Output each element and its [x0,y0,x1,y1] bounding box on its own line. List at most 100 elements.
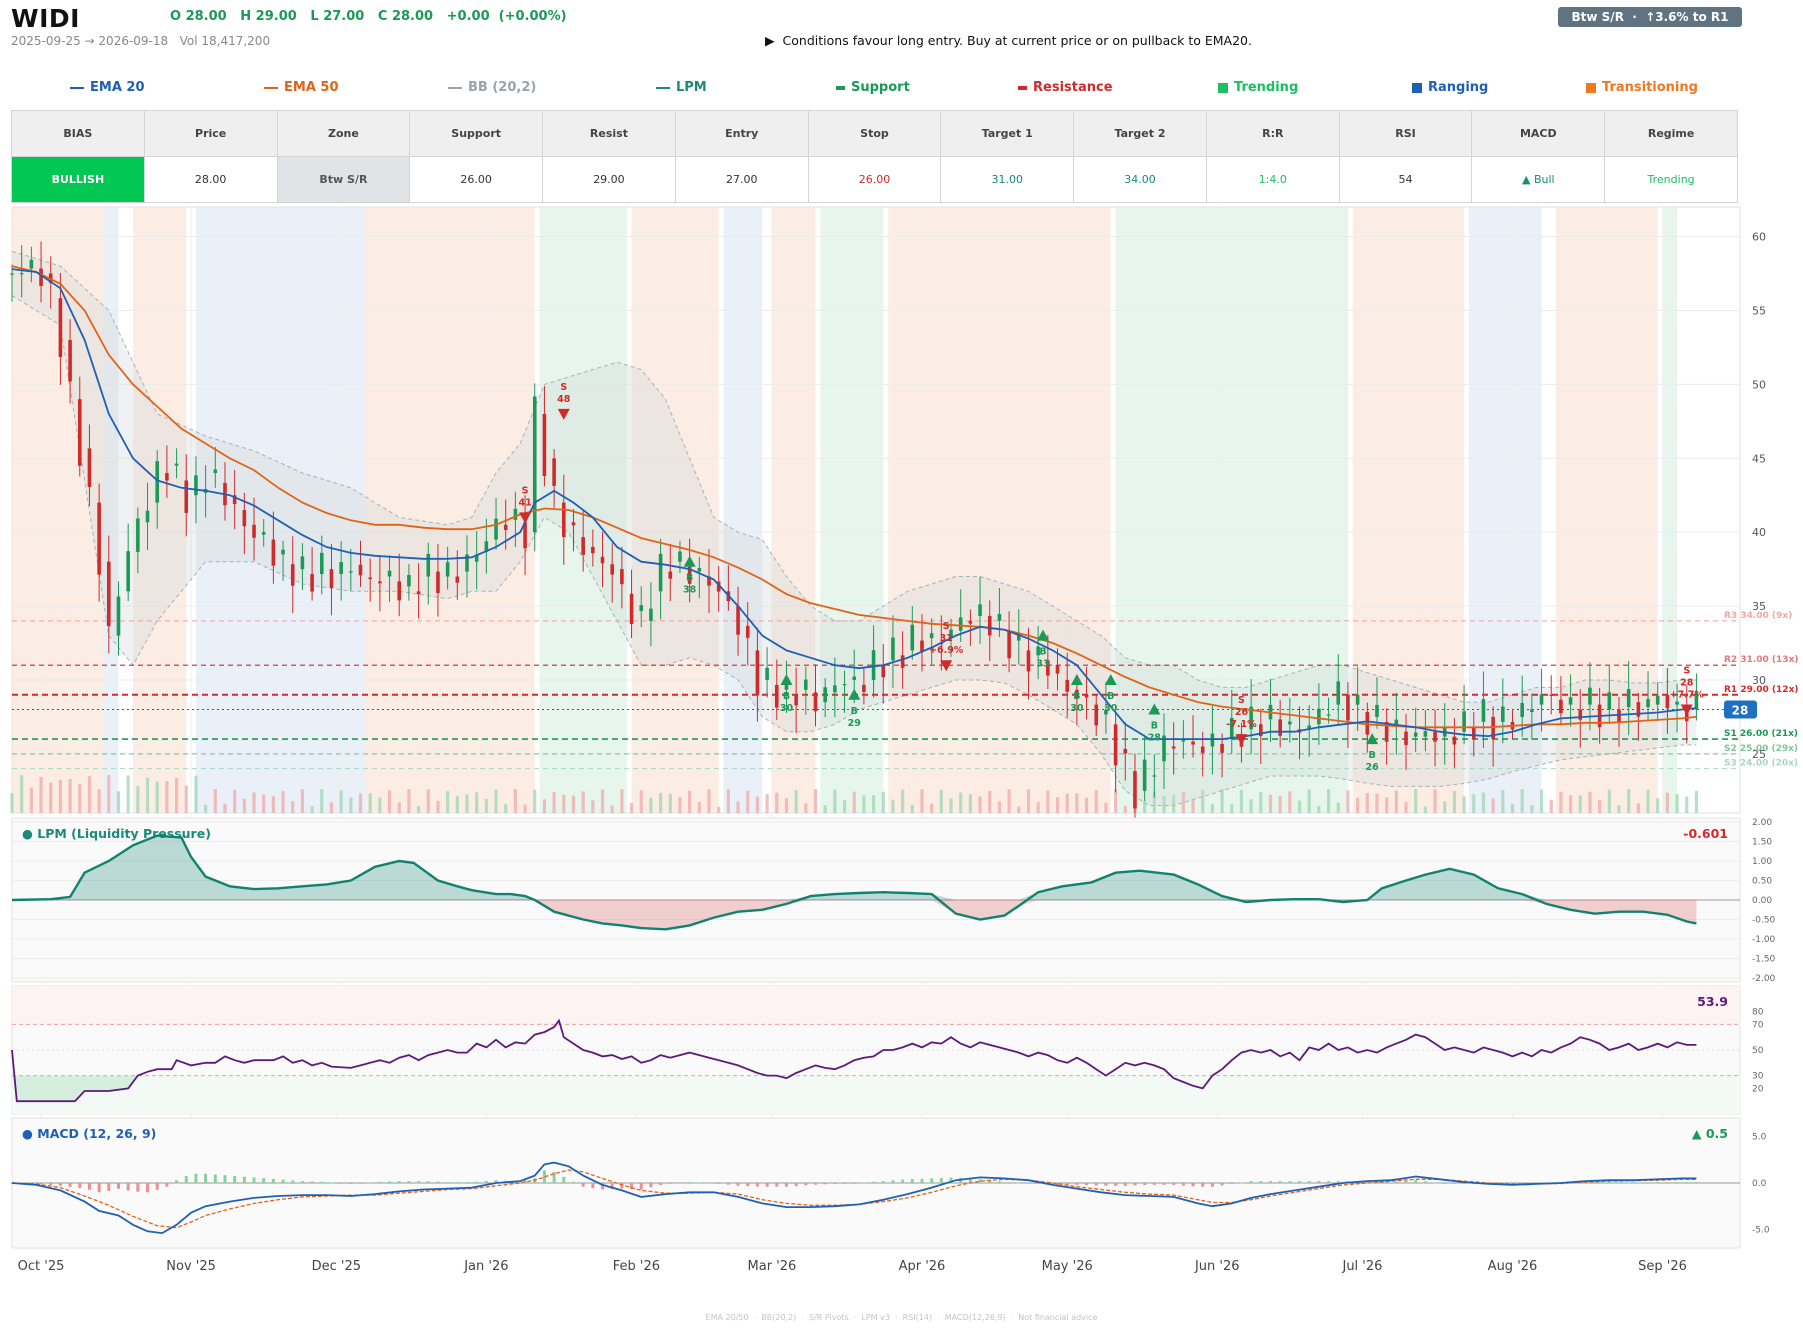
buy-signal-icon [1070,673,1083,685]
candle-body [1249,706,1253,730]
header-price: Price [143,110,278,157]
legend-item-resistance[interactable]: Resistance [1018,80,1113,95]
candle-body [881,665,886,678]
volume-bar [310,806,314,813]
macd-histogram-bar [484,1180,488,1183]
volume-bar [262,794,266,813]
candle-body [1501,706,1505,722]
candle-body [1655,695,1660,705]
volume-bars [10,775,1699,813]
x-tick-label: Feb '26 [613,1259,660,1274]
candle-body [358,564,363,576]
y-tick-label: 55 [1752,304,1766,317]
volume-bar [765,794,769,813]
macd-histogram-bar [784,1183,788,1187]
volume-bar [155,781,159,813]
macd-histogram-bar [601,1183,605,1190]
lpm-y-tick: -2.00 [1752,974,1776,984]
header-rr: R:R [1205,110,1340,157]
macd-histogram-bar [475,1181,479,1183]
lpm-value-label: -0.601 [1683,826,1728,841]
volume-bar [358,793,363,813]
macd-histogram-bar [359,1183,363,1184]
volume-bar [1578,795,1582,813]
macd-histogram-bar [184,1175,188,1183]
y-tick-label: 35 [1752,600,1766,613]
volume-bar [1326,789,1331,813]
x-tick-label: Jun '26 [1194,1259,1240,1274]
candle-body [755,650,760,696]
macd-histogram-bar [610,1183,614,1190]
buy-signal-icon [1036,629,1049,641]
dash-swatch-icon [1018,85,1027,90]
macd-histogram-bar [378,1181,382,1183]
candle-body [1016,632,1021,641]
legend-item-bb[interactable]: BB (20,2) [448,80,536,95]
signal-label: 31 [940,633,953,644]
volume-bar [29,787,33,813]
sell-signal-icon [940,660,953,672]
volume-bar [755,796,760,813]
legend-item-trending[interactable]: Trending [1218,80,1298,95]
legend-item-ranging[interactable]: Ranging [1412,80,1488,95]
macd-histogram-bar [833,1183,837,1184]
candle-body [920,640,924,652]
volume-bar [1481,792,1486,813]
candle-body [1394,719,1399,727]
volume-bar [775,792,779,813]
volume-bar [591,800,595,813]
volume-bar [610,805,614,813]
candle-body [1307,725,1312,730]
candle-body [1491,716,1495,739]
macd-histogram-bar [1114,1183,1118,1186]
legend-item-support[interactable]: Support [836,80,910,95]
value-price: 28.00 [143,156,278,203]
signal-label: S [943,621,950,632]
value-regime: Trending [1604,156,1738,203]
value-bias: BULLISH [11,156,145,203]
macd-histogram-bar [1036,1183,1040,1184]
macd-histogram-bar [1278,1181,1282,1183]
macd-histogram-bar [1268,1181,1272,1183]
macd-histogram-bar [765,1183,769,1187]
macd-y-tick: -5.0 [1752,1225,1770,1235]
volume-bar [1317,805,1321,813]
signal-label: B [1369,750,1376,761]
volume-bar [1046,790,1050,813]
rsi-overbought-zone [12,986,1740,1025]
volume-bar [707,789,711,813]
volume-bar [1268,794,1273,813]
volume-bar [746,790,750,813]
sell-signal-icon [1680,704,1693,716]
zone-badge: Btw S/R · ↑3.6% to R1 [1558,7,1742,27]
legend-label: BB (20,2) [468,80,537,95]
volume-bar [39,776,43,813]
candle-body [87,448,92,488]
candle-body [1288,721,1292,725]
macd-histogram-bar [649,1183,653,1188]
signal-label: B [1107,691,1114,702]
volume-bar [1520,789,1524,813]
summary-header-row: BIAS Price Zone Support Resist Entry Sto… [11,110,1738,157]
candle-body [68,340,72,382]
legend-item-lpm[interactable]: LPM [656,80,707,95]
candle-body [174,463,179,466]
legend-item-ema50[interactable]: EMA 50 [264,80,339,95]
volume-bar [126,775,130,813]
candle-body [862,684,866,693]
x-tick-label: Mar '26 [748,1259,797,1274]
candle-body [1055,665,1060,674]
candle-body [629,593,634,625]
y-tick-label: 60 [1752,231,1766,244]
line-swatch-icon [70,86,84,89]
regime-band-transitioning [1556,207,1658,813]
candle-body [1423,731,1428,737]
candle-body [1578,709,1583,720]
legend-item-transitioning[interactable]: Transitioning [1586,80,1698,95]
regime-band-transitioning [365,207,535,813]
signal-label: -7.1% [1226,719,1257,730]
macd-histogram-bar [930,1178,934,1183]
macd-histogram-bar [271,1178,275,1183]
macd-histogram-bar [678,1182,682,1184]
legend-item-ema20[interactable]: EMA 20 [70,80,145,95]
